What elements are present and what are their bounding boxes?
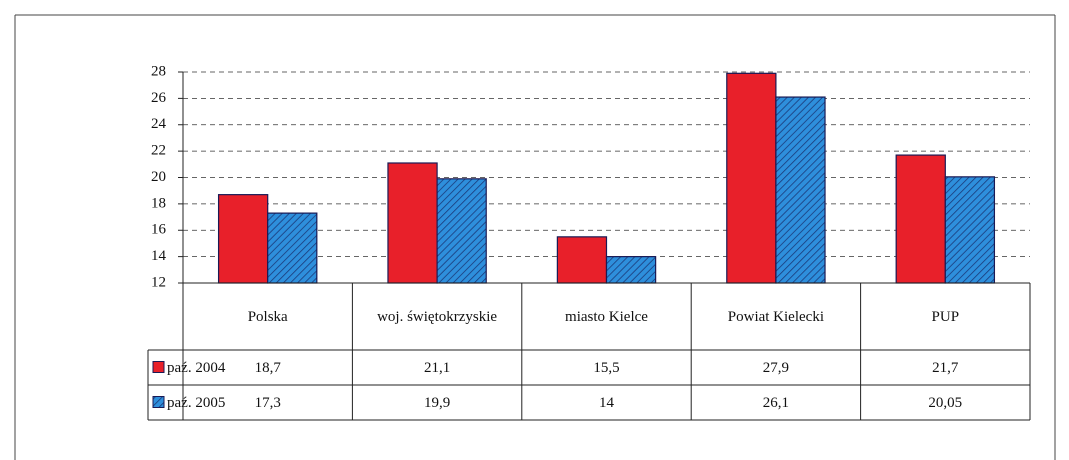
cell-text: 27,9 <box>762 359 789 376</box>
table-cell: 17,3 <box>183 385 352 420</box>
table-cell: 26,1 <box>691 385 860 420</box>
table-cell: 21,1 <box>352 350 521 385</box>
table-cell: 14 <box>522 385 691 420</box>
cell-text: 15,5 <box>593 359 620 376</box>
table-cell: 27,9 <box>691 350 860 385</box>
cell-text: miasto Kielce <box>565 308 648 325</box>
y-tick-label: 20 <box>151 169 166 185</box>
cell-text: 17,3 <box>254 394 281 411</box>
bar <box>944 176 996 284</box>
bar <box>436 178 487 284</box>
bar <box>605 256 657 284</box>
y-tick-label: 28 <box>151 63 166 79</box>
table-cell: 19,9 <box>352 385 521 420</box>
table-cell: Polska <box>183 283 352 350</box>
bar <box>387 162 438 284</box>
legend-swatch <box>152 396 165 408</box>
cell-text: 20,05 <box>928 394 963 411</box>
y-tick-label: 26 <box>151 90 167 106</box>
table-cell: woj. świętokrzyskie <box>352 283 521 350</box>
y-tick-label: 12 <box>151 274 166 290</box>
y-tick-label: 24 <box>151 116 167 132</box>
table-cell: 18,7 <box>183 350 352 385</box>
y-tick-label: 22 <box>151 143 166 159</box>
bar <box>267 212 318 284</box>
table-cell: 15,5 <box>522 350 691 385</box>
cell-text: 14 <box>598 394 614 411</box>
cell-text: 26,1 <box>762 394 789 411</box>
table-cell: PUP <box>861 283 1030 350</box>
legend-label: paź. 2005 <box>167 395 225 411</box>
bar <box>895 154 946 284</box>
cell-text: 21,7 <box>932 359 959 376</box>
cell-text: 21,1 <box>423 359 451 376</box>
bar <box>726 72 777 284</box>
legend-swatch <box>152 361 165 373</box>
table-cell: miasto Kielce <box>522 283 691 350</box>
cell-text: 19,9 <box>423 394 451 411</box>
bar <box>556 236 608 284</box>
cell-text: Powiat Kielecki <box>727 308 824 325</box>
cell-text: PUP <box>931 308 960 325</box>
legend-label: paź. 2004 <box>167 360 226 376</box>
y-tick-label: 14 <box>151 248 167 264</box>
table-cell: Powiat Kielecki <box>691 283 860 350</box>
y-tick-label: 18 <box>151 195 166 211</box>
table-cell: 20,05 <box>861 385 1030 420</box>
table-cell: 21,7 <box>861 350 1030 385</box>
cell-text: Polska <box>247 308 288 325</box>
cell-text: 18,7 <box>254 359 281 376</box>
y-tick-label: 16 <box>151 222 167 238</box>
bar <box>217 194 269 284</box>
cell-text: woj. świętokrzyskie <box>377 308 498 325</box>
bar <box>775 96 826 284</box>
